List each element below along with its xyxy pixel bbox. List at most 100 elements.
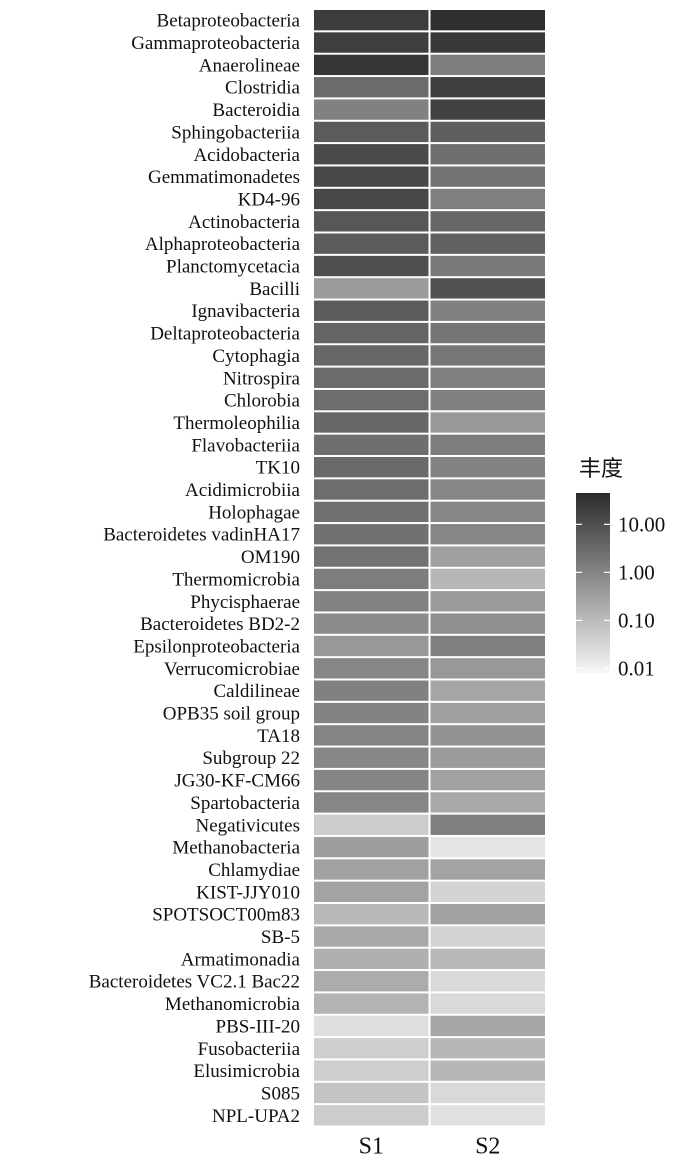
heatmap-cell-nitrospira-s2 <box>430 367 545 388</box>
column-label-s1: S1 <box>359 1134 384 1160</box>
row-label-alphaproteobacteria: Alphaproteobacteria <box>145 234 301 255</box>
row-label-holophagae: Holophagae <box>208 502 300 523</box>
legend-tick-label: 0.01 <box>618 656 655 680</box>
row-label-thermomicrobia: Thermomicrobia <box>172 569 300 590</box>
heatmap-cell-spartobacteria-s2 <box>430 792 545 813</box>
heatmap-cell-flavobacteriia-s1 <box>314 434 429 455</box>
heatmap-cell-betaproteobacteria-s2 <box>430 10 545 31</box>
heatmap-cell-om190-s1 <box>314 546 429 567</box>
row-label-planctomycetacia: Planctomycetacia <box>166 257 301 278</box>
heatmap-cell-phycisphaerae-s1 <box>314 591 429 612</box>
heatmap-cell-kd4-96-s1 <box>314 188 429 210</box>
row-label-bacilli: Bacilli <box>249 279 300 300</box>
row-label-sphingobacteriia: Sphingobacteriia <box>171 122 300 143</box>
row-label-opb35-soil-group: OPB35 soil group <box>163 704 300 725</box>
heatmap-cell-elusimicrobia-s2 <box>430 1060 545 1081</box>
row-label-thermoleophilia: Thermoleophilia <box>173 413 300 434</box>
heatmap-cell-phycisphaerae-s2 <box>430 591 545 612</box>
row-label-jg30-kf-cm66: JG30-KF-CM66 <box>174 771 300 792</box>
heatmap-cell-caldilineae-s1 <box>314 680 429 701</box>
heatmap-cell-epsilonproteobacteria-s1 <box>314 635 429 657</box>
heatmap-cell-actinobacteria-s2 <box>430 211 545 232</box>
heatmap-cell-armatimonadia-s2 <box>430 948 545 970</box>
legend-tick-label: 10.00 <box>618 512 665 536</box>
heatmap-cell-subgroup-22-s2 <box>430 747 545 768</box>
heatmap-cell-planctomycetacia-s2 <box>430 255 545 277</box>
heatmap-cell-jg30-kf-cm66-s1 <box>314 769 429 791</box>
heatmap-cell-bacteroidetes-vadinha17-s1 <box>314 524 429 545</box>
row-label-anaerolineae: Anaerolineae <box>199 55 300 76</box>
heatmap-cell-nitrospira-s1 <box>314 367 429 388</box>
row-label-bacteroidia: Bacteroidia <box>212 100 300 121</box>
heatmap-cell-tk10-s2 <box>430 457 545 478</box>
row-label-chlamydiae: Chlamydiae <box>208 860 300 881</box>
heatmap-cell-anaerolineae-s2 <box>430 54 545 76</box>
row-label-chlorobia: Chlorobia <box>224 391 301 412</box>
heatmap-cell-anaerolineae-s1 <box>314 54 429 76</box>
row-label-spotsoct00m83: SPOTSOCT00m83 <box>152 905 300 926</box>
heatmap-cell-npl-upa2-s1 <box>314 1105 429 1126</box>
row-label-cytophagia: Cytophagia <box>212 346 300 367</box>
heatmap-cell-chlamydiae-s1 <box>314 859 429 880</box>
heatmap-cell-npl-upa2-s2 <box>430 1105 545 1126</box>
heatmap-cell-methanobacteria-s2 <box>430 836 545 858</box>
column-labels: S1 S2 <box>359 1134 501 1160</box>
row-label-pbs-iii-20: PBS-III-20 <box>216 1016 300 1037</box>
heatmap-cell-clostridia-s2 <box>430 77 545 98</box>
column-label-s2: S2 <box>475 1134 500 1160</box>
row-label-clostridia: Clostridia <box>225 78 301 99</box>
heatmap-cell-armatimonadia-s1 <box>314 948 429 970</box>
heatmap-cell-methanobacteria-s1 <box>314 836 429 858</box>
legend-color-bar <box>576 493 610 673</box>
heatmap-cell-acidobacteria-s1 <box>314 144 429 165</box>
heatmap-cell-deltaproteobacteria-s2 <box>430 322 545 344</box>
heatmap-cell-bacilli-s1 <box>314 278 429 299</box>
heatmap-cell-bacteroidetes-vadinha17-s2 <box>430 524 545 545</box>
row-label-deltaproteobacteria: Deltaproteobacteria <box>150 324 300 345</box>
heatmap-cell-flavobacteriia-s2 <box>430 434 545 455</box>
heatmap-cell-om190-s2 <box>430 546 545 567</box>
heatmap-cell-deltaproteobacteria-s1 <box>314 322 429 344</box>
row-labels: BetaproteobacteriaGammaproteobacteriaAna… <box>89 11 301 1127</box>
heatmap-cell-pbs-iii-20-s2 <box>430 1015 545 1037</box>
row-label-nitrospira: Nitrospira <box>223 368 301 389</box>
heatmap-cell-thermomicrobia-s2 <box>430 568 545 590</box>
heatmap-cell-verrucomicrobiae-s1 <box>314 658 429 679</box>
heatmap-cell-cytophagia-s1 <box>314 345 429 366</box>
row-label-subgroup-22: Subgroup 22 <box>202 748 300 769</box>
heatmap-cell-ignavibacteria-s1 <box>314 300 429 321</box>
heatmap-cell-s085-s2 <box>430 1082 545 1104</box>
heatmap-cell-cytophagia-s2 <box>430 345 545 366</box>
heatmap-cell-chlorobia-s1 <box>314 389 429 411</box>
row-label-tk10: TK10 <box>256 458 300 479</box>
heatmap-cell-tk10-s1 <box>314 457 429 478</box>
row-label-armatimonadia: Armatimonadia <box>181 949 301 970</box>
heatmap-cell-caldilineae-s2 <box>430 680 545 701</box>
row-label-acidobacteria: Acidobacteria <box>193 145 300 166</box>
heatmap-cell-verrucomicrobiae-s2 <box>430 658 545 679</box>
heatmap-cells <box>314 10 545 1126</box>
heatmap-cell-opb35-soil-group-s2 <box>430 702 545 724</box>
heatmap-cell-thermoleophilia-s2 <box>430 412 545 433</box>
row-label-kd4-96: KD4-96 <box>238 189 300 210</box>
heatmap-cell-actinobacteria-s1 <box>314 211 429 232</box>
row-label-fusobacteriia: Fusobacteriia <box>198 1039 301 1060</box>
heatmap-cell-acidobacteria-s2 <box>430 144 545 165</box>
heatmap-cell-gemmatimonadetes-s1 <box>314 166 429 187</box>
heatmap-cell-bacteroidetes-vc2-1-bac22-s2 <box>430 971 545 992</box>
heatmap-cell-spartobacteria-s1 <box>314 792 429 813</box>
heatmap-cell-epsilonproteobacteria-s2 <box>430 635 545 657</box>
color-legend: 丰度 10.00 1.00 0.10 0.01 <box>576 457 665 680</box>
row-label-gemmatimonadetes: Gemmatimonadetes <box>148 167 300 188</box>
row-label-acidimicrobiia: Acidimicrobiia <box>185 480 301 501</box>
row-label-methanomicrobia: Methanomicrobia <box>165 994 301 1015</box>
heatmap-cell-kist-jjy010-s1 <box>314 881 429 902</box>
heatmap-cell-alphaproteobacteria-s2 <box>430 233 545 254</box>
legend-tick-label: 1.00 <box>618 560 655 584</box>
row-label-bacteroidetes-vadinha17: Bacteroidetes vadinHA17 <box>103 525 300 546</box>
heatmap-cell-planctomycetacia-s1 <box>314 255 429 277</box>
heatmap-cell-subgroup-22-s1 <box>314 747 429 768</box>
row-label-ignavibacteria: Ignavibacteria <box>191 301 300 322</box>
row-label-caldilineae: Caldilineae <box>213 681 300 702</box>
